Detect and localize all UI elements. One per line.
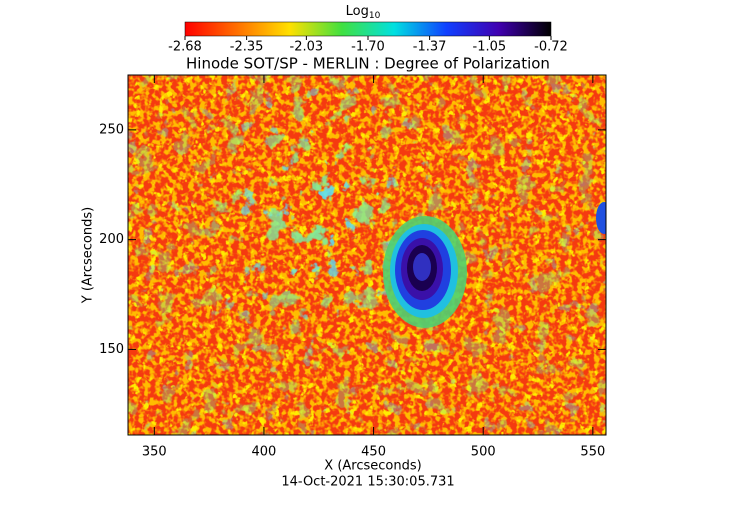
colorbar-tick-label: -1.70	[351, 40, 385, 55]
polarization-image	[128, 75, 606, 435]
y-tick-label: 150	[99, 342, 124, 357]
y-axis-label: Y (Arcseconds)	[81, 207, 96, 304]
colorbar-tick-label: -2.35	[230, 40, 264, 55]
colorbar-tick-label: -2.03	[290, 40, 324, 55]
colorbar-tick-label: -0.72	[534, 40, 568, 55]
x-tick-label: 550	[580, 445, 605, 460]
x-axis-label: X (Arcseconds)	[324, 459, 421, 474]
x-tick-label: 400	[252, 445, 277, 460]
colorbar-label: Log10	[346, 4, 381, 21]
footnote: 14-Oct-2021 15:30:05.731	[281, 475, 454, 490]
x-tick-label: 500	[471, 445, 496, 460]
x-tick-label: 450	[361, 445, 386, 460]
x-tick-label: 350	[142, 445, 167, 460]
plot-frame	[127, 74, 607, 436]
y-tick-label: 250	[99, 122, 124, 137]
colorbar-tick-label: -1.05	[473, 40, 507, 55]
y-tick-label: 200	[99, 232, 124, 247]
colorbar	[184, 21, 552, 37]
chart-title: Hinode SOT/SP - MERLIN : Degree of Polar…	[186, 55, 550, 73]
colorbar-tick-label: -1.37	[413, 40, 447, 55]
colorbar-tick-label: -2.68	[168, 40, 202, 55]
